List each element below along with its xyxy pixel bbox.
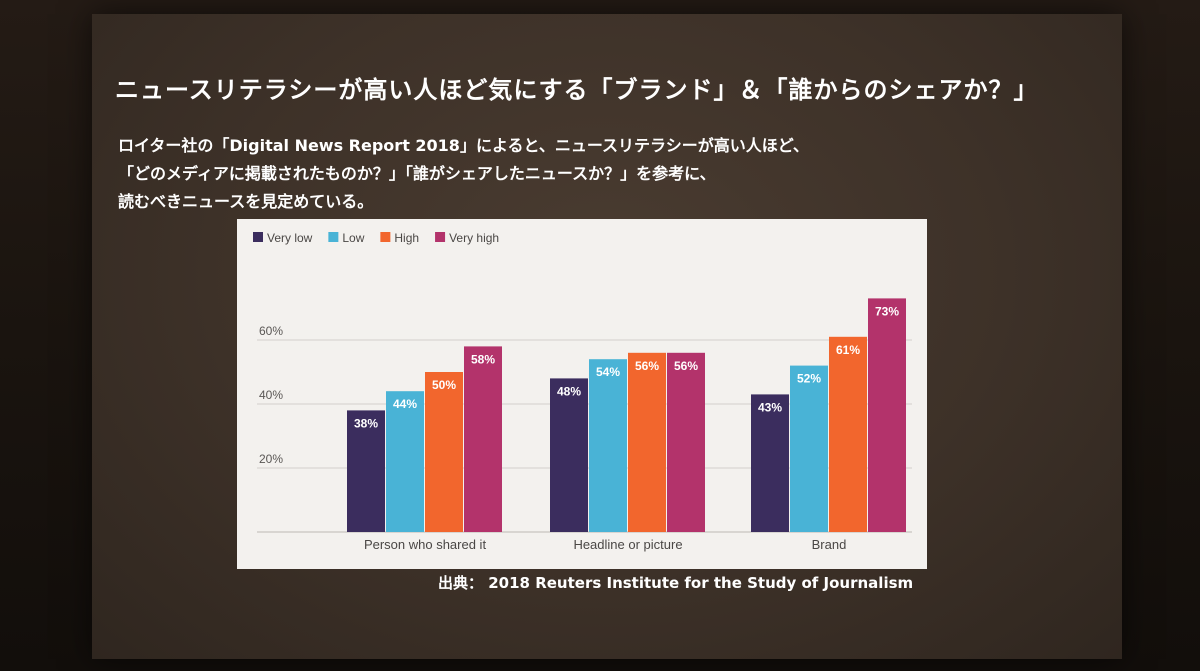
bar-value-label: 50%: [432, 378, 456, 392]
legend-swatch-2: [380, 232, 391, 242]
y-tick-label: 40%: [259, 388, 283, 402]
y-tick-label: 20%: [259, 452, 283, 466]
legend-swatch-0: [253, 232, 263, 242]
chart-panel: 20% 40% 60% Very low Low High Very high 38% 44% 5…: [237, 219, 927, 569]
bar-value-label: 61%: [836, 343, 860, 357]
bar-0-1: [550, 378, 588, 532]
legend-label-0: Very low: [267, 231, 313, 245]
legend-swatch-3: [435, 232, 446, 242]
category-label: Headline or picture: [573, 537, 682, 552]
bar-value-label: 56%: [674, 359, 698, 373]
legend-label-3: Very high: [449, 231, 499, 245]
bar-3-0: [464, 346, 502, 532]
description-line-2: 「どのメディアに掲載されたものか？」「誰がシェアしたニュースか？」を参考に、: [118, 164, 716, 183]
legend-swatch-1: [328, 232, 339, 242]
bar-3-1: [667, 352, 705, 532]
description-line-1: ロイター社の「Digital News Report 2018」によると、ニュー…: [118, 136, 809, 155]
bar-1-2: [790, 365, 828, 532]
source-credit: 出典： 2018 Reuters Institute for the Study…: [438, 574, 914, 592]
bar-value-label: 38%: [354, 416, 378, 430]
bar-value-label: 58%: [471, 352, 495, 366]
description-line-3: 読むべきニュースを見定めている。: [118, 192, 374, 211]
bar-value-label: 44%: [393, 397, 417, 411]
bar-1-0: [386, 391, 424, 532]
bar-0-0: [347, 410, 385, 532]
legend-label-1: Low: [342, 231, 364, 245]
bar-value-label: 54%: [596, 365, 620, 379]
bar-3-2: [868, 298, 906, 532]
bar-2-2: [829, 336, 867, 532]
bar-2-0: [425, 372, 463, 532]
slide-title: ニュースリテラシーが高い人ほど気にする「ブランド」＆「誰からのシェアか？」: [115, 76, 1039, 104]
category-label: Brand: [812, 537, 847, 552]
bar-value-label: 43%: [758, 400, 782, 414]
bar-chart: 20% 40% 60% Very low Low High Very high 38% 44% 5…: [253, 231, 912, 552]
bar-value-label: 73%: [875, 304, 899, 318]
bar-value-label: 56%: [635, 359, 659, 373]
bar-value-label: 48%: [557, 384, 581, 398]
y-tick-label: 60%: [259, 324, 283, 338]
bar-value-label: 52%: [797, 372, 821, 386]
bar-2-1: [628, 352, 666, 532]
category-label: Person who shared it: [364, 537, 487, 552]
bar-0-2: [751, 394, 789, 532]
legend-label-2: High: [394, 231, 419, 245]
bar-1-1: [589, 359, 627, 532]
